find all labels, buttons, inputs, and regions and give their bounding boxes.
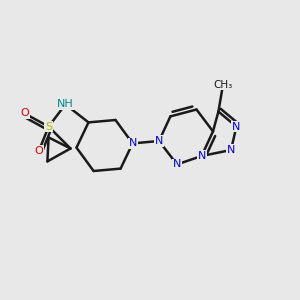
Text: N: N xyxy=(155,136,163,146)
Text: S: S xyxy=(45,122,52,132)
Text: N: N xyxy=(197,151,206,161)
Text: N: N xyxy=(232,122,241,132)
Text: N: N xyxy=(173,159,181,170)
Text: O: O xyxy=(20,108,29,118)
Text: N: N xyxy=(128,138,137,148)
Text: CH₃: CH₃ xyxy=(213,80,232,90)
Text: O: O xyxy=(34,146,43,156)
Text: N: N xyxy=(227,145,235,155)
Text: NH: NH xyxy=(57,99,74,110)
